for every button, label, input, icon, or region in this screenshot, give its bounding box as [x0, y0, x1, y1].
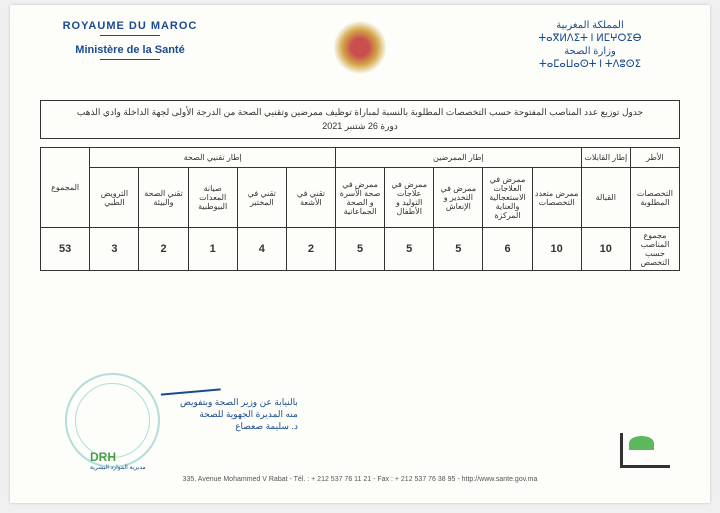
drh-sub: مديرية الموارد البشرية: [90, 464, 146, 471]
sig-line3: د. سليمة صعصاع: [180, 421, 298, 432]
drh-logo: DRH مديرية الموارد البشرية: [90, 450, 146, 471]
col-total: المجموع: [41, 148, 90, 228]
data-total: 53: [41, 228, 90, 271]
title-date: دورة 26 شتنبر 2021: [51, 121, 669, 132]
ministry-ar: وزارة الصحة: [500, 46, 680, 57]
divider: [100, 59, 160, 60]
divider: [100, 35, 160, 36]
table-header-row: الأطر إطار القابلات إطار الممرضين إطار ت…: [41, 148, 680, 168]
signature-block: بالنيابة عن وزير الصحة وبتفويض منه المدي…: [180, 397, 298, 433]
title-main: جدول توزيع عدد المناصب المفتوحة حسب التخ…: [51, 107, 669, 118]
data-lab: 4: [237, 228, 286, 271]
ministry-tifinagh: ⵜⴰⵎⴰⵡⴰⵙⵜ ⵏ ⵜⴷⵓⵙⵉ: [500, 59, 680, 70]
drh-text: DRH: [90, 450, 116, 464]
header-left-fr: ROYAUME DU MAROC Ministère de la Santé: [40, 20, 220, 63]
spec-emergency: ممرض في العلاجات الاستعجالية والعناية ال…: [483, 168, 532, 228]
footer-contact: 335, Avenue Mohammed V Rabat - Tél. : + …: [10, 476, 710, 483]
country-tifinagh: ⵜⴰⴳⵍⴷⵉⵜ ⵏ ⵍⵎⵖⵔⵉⴱ: [500, 33, 680, 44]
document-page: ROYAUME DU MAROC Ministère de la Santé ا…: [10, 5, 710, 503]
spec-biomed: صيانة المعدات البيوطبية: [188, 168, 237, 228]
table-spec-row: التخصصات المطلوبة القبالة ممرض متعدد الت…: [41, 168, 680, 228]
positions-table: الأطر إطار القابلات إطار الممرضين إطار ت…: [40, 147, 680, 271]
data-anesthesia: 5: [434, 228, 483, 271]
data-multi: 10: [532, 228, 581, 271]
col-healthtech-group: إطار تقنيي الصحة: [90, 148, 336, 168]
coat-of-arms-icon: [325, 20, 395, 75]
spec-required: التخصصات المطلوبة: [630, 168, 679, 228]
table-data-row: مجموع المناصب حسب التخصص 10 10 6 5 5 5 2…: [41, 228, 680, 271]
data-envhealth: 2: [139, 228, 188, 271]
col-frame: الأطر: [630, 148, 679, 168]
spec-radiology: تقني في الأشعة: [286, 168, 335, 228]
col-nurses-group: إطار الممرضين: [336, 148, 582, 168]
signature-scribble-icon: [159, 370, 221, 395]
data-label: مجموع المناصب حسب التخصص: [630, 228, 679, 271]
sig-line1: بالنيابة عن وزير الصحة وبتفويض: [180, 397, 298, 408]
spec-kine: الترويض الطبي: [90, 168, 139, 228]
spec-obstetrics: ممرض في علاجات التوليد و الأطفال: [385, 168, 434, 228]
col-midwife-group: إطار القابلات: [581, 148, 630, 168]
sig-line2: منه المديرة الجهوية للصحة: [180, 409, 298, 420]
country-fr: ROYAUME DU MAROC: [40, 20, 220, 32]
data-emergency: 6: [483, 228, 532, 271]
spec-lab: تقني في المختبر: [237, 168, 286, 228]
ministry-logo-icon: [620, 433, 670, 468]
country-ar: المملكة المغربية: [500, 20, 680, 31]
data-biomed: 1: [188, 228, 237, 271]
data-midwifery: 10: [581, 228, 630, 271]
ministry-fr: Ministère de la Santé: [40, 44, 220, 56]
spec-midwifery: القبالة: [581, 168, 630, 228]
data-radiology: 2: [286, 228, 335, 271]
header: ROYAUME DU MAROC Ministère de la Santé ا…: [10, 5, 710, 85]
header-right-ar: المملكة المغربية ⵜⴰⴳⵍⴷⵉⵜ ⵏ ⵍⵎⵖⵔⵉⴱ وزارة …: [500, 20, 680, 72]
data-family: 5: [336, 228, 385, 271]
data-obstetrics: 5: [385, 228, 434, 271]
spec-family: ممرض في صحة الأسرة و الصحة الجماعاتية: [336, 168, 385, 228]
title-box: جدول توزيع عدد المناصب المفتوحة حسب التخ…: [40, 100, 680, 139]
spec-envhealth: تقني الصحة والبيئة: [139, 168, 188, 228]
spec-multi: ممرض متعدد التخصصات: [532, 168, 581, 228]
data-kine: 3: [90, 228, 139, 271]
spec-anesthesia: ممرض في التخدير و الإنعاش: [434, 168, 483, 228]
